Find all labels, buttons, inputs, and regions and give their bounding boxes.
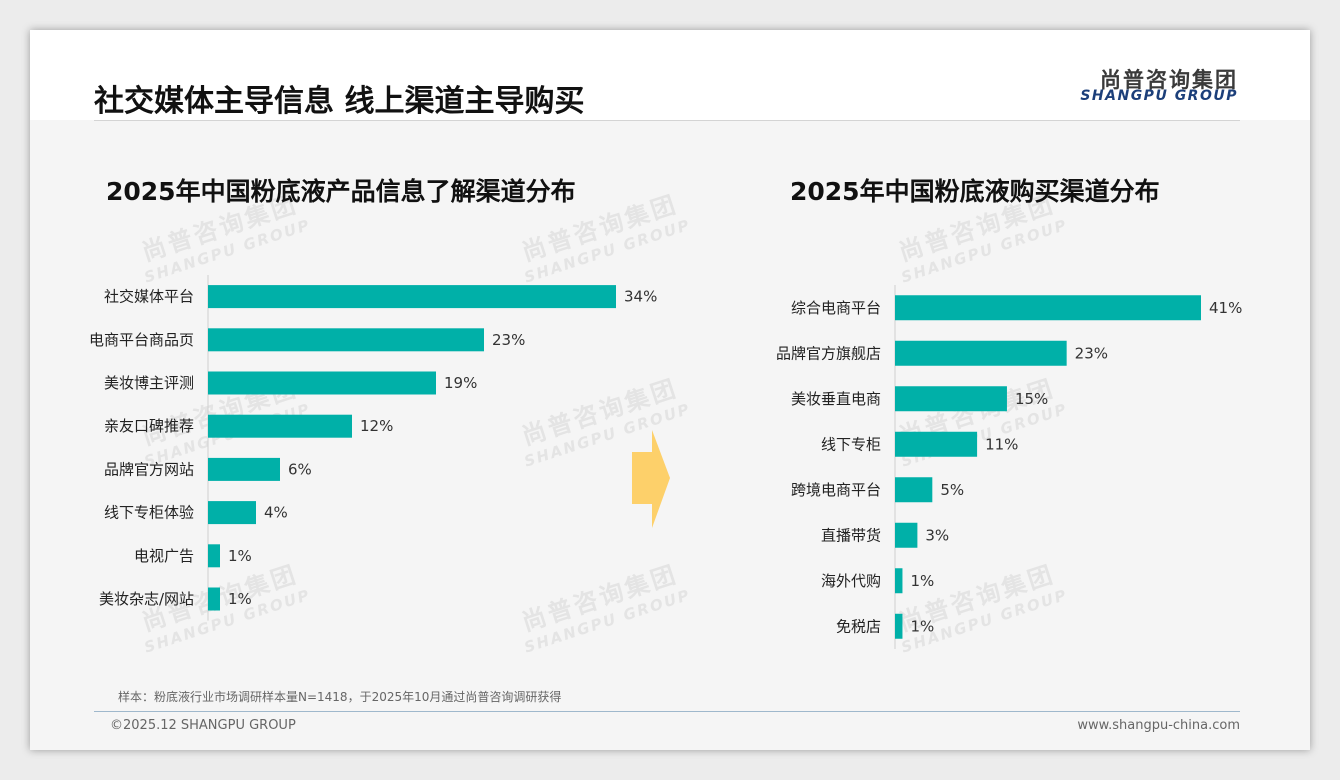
purchase-channel-bar-chart: 综合电商平台 41% 品牌官方旗舰店 23% 美妆垂直电商 15% 线下专柜 11% 跨境电商平… — [776, 285, 1242, 649]
info-channel-bar — [208, 414, 352, 438]
info-channel-bar — [208, 501, 256, 525]
footer-divider — [94, 711, 1240, 712]
info-channel-bar — [208, 587, 220, 611]
info-channel-value-label: 6% — [288, 460, 312, 478]
info-channel-category-label: 社交媒体平台 — [104, 288, 194, 306]
purchase-channel-bar — [895, 522, 918, 548]
info-channel-bar — [208, 285, 616, 309]
purchase-channel-category-label: 综合电商平台 — [791, 299, 881, 317]
left-chart-title: 2025年中国粉底液产品信息了解渠道分布 — [106, 177, 576, 206]
copyright-text: ©2025.12 SHANGPU GROUP — [110, 718, 296, 733]
info-channel-value-label: 12% — [360, 417, 393, 435]
purchase-channel-value-label: 41% — [1209, 299, 1242, 317]
purchase-channel-value-label: 23% — [1075, 344, 1108, 362]
purchase-channel-category-label: 线下专柜 — [821, 435, 881, 453]
logo-text-en: SHANGPU GROUP — [1080, 88, 1238, 104]
info-channel-value-label: 4% — [264, 504, 288, 522]
purchase-channel-category-label: 免税店 — [836, 617, 881, 635]
purchase-channel-category-label: 跨境电商平台 — [791, 481, 881, 499]
arrow-right-icon — [632, 430, 670, 528]
purchase-channel-value-label: 3% — [925, 526, 949, 544]
info-channel-category-label: 电视广告 — [134, 547, 194, 565]
info-channel-value-label: 19% — [444, 374, 477, 392]
info-channel-bar — [208, 371, 436, 395]
info-channel-bar — [208, 328, 484, 352]
purchase-channel-bar — [895, 295, 1201, 321]
logo-text-cn: 尚普咨询集团 — [1100, 68, 1238, 92]
purchase-channel-category-label: 直播带货 — [821, 526, 881, 544]
purchase-channel-category-label: 海外代购 — [821, 572, 881, 590]
info-channel-category-label: 亲友口碑推荐 — [104, 417, 194, 435]
sample-footnote: 样本：粉底液行业市场调研样本量N=1418，于2025年10月通过尚普咨询调研获… — [118, 690, 562, 704]
info-channel-category-label: 电商平台商品页 — [89, 331, 194, 349]
website-link[interactable]: www.shangpu-china.com — [1077, 718, 1240, 733]
purchase-channel-category-label: 品牌官方旗舰店 — [776, 344, 881, 362]
purchase-channel-bar — [895, 431, 978, 457]
info-channel-value-label: 1% — [228, 590, 252, 608]
info-channel-category-label: 美妆杂志/网站 — [99, 590, 194, 608]
header-divider — [94, 120, 1240, 121]
purchase-channel-bar — [895, 386, 1007, 412]
info-channel-value-label: 1% — [228, 547, 252, 565]
purchase-channel-value-label: 1% — [910, 572, 934, 590]
purchase-channel-category-label: 美妆垂直电商 — [791, 390, 881, 408]
info-channel-bar — [208, 544, 220, 568]
page-title: 社交媒体主导信息 线上渠道主导购买 — [94, 84, 585, 119]
purchase-channel-bar — [895, 477, 933, 503]
info-channel-category-label: 线下专柜体验 — [104, 504, 194, 522]
watermark-en: SHANGPU GROUP — [898, 215, 1070, 287]
purchase-channel-value-label: 11% — [985, 435, 1018, 453]
purchase-channel-value-label: 1% — [910, 617, 934, 635]
info-channel-category-label: 品牌官方网站 — [104, 460, 194, 478]
info-channel-category-label: 美妆博主评测 — [104, 374, 194, 392]
info-channel-value-label: 23% — [492, 331, 525, 349]
purchase-channel-value-label: 5% — [940, 481, 964, 499]
slide: 尚普咨询集团 SHANGPU GROUP 尚普咨询集团 SHANGPU GROU… — [30, 30, 1310, 750]
info-channel-value-label: 34% — [624, 288, 657, 306]
purchase-channel-bar — [895, 568, 903, 594]
info-channel-bar — [208, 457, 280, 481]
purchase-channel-value-label: 15% — [1015, 390, 1048, 408]
right-chart-title: 2025年中国粉底液购买渠道分布 — [790, 177, 1160, 206]
info-channel-bar-chart: 社交媒体平台 34% 电商平台商品页 23% 美妆博主评测 19% 亲友口碑推荐 12% 品牌官… — [89, 275, 657, 621]
purchase-channel-bar — [895, 613, 903, 639]
purchase-channel-bar — [895, 340, 1067, 366]
header-band — [30, 30, 1310, 120]
